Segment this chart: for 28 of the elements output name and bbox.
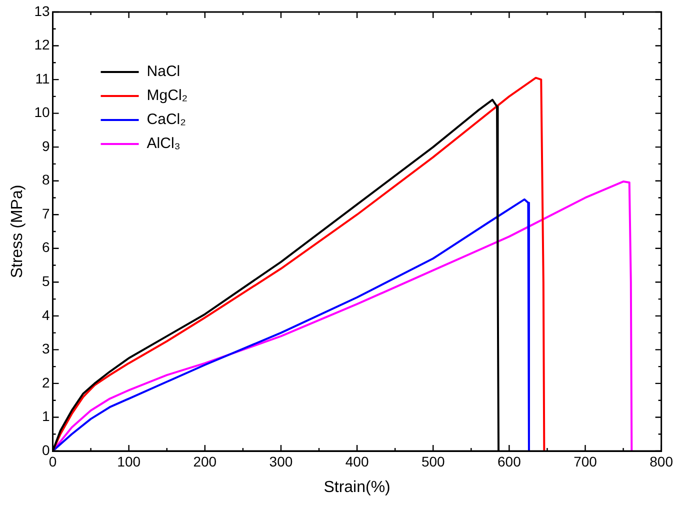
y-tick-label: 13 (34, 2, 50, 19)
legend-label: CaCl₂ (146, 111, 186, 128)
x-tick-label: 500 (421, 453, 446, 470)
x-axis-title: Strain(%) (324, 478, 390, 496)
legend-label: NaCl (146, 63, 180, 80)
x-tick-label: 100 (117, 453, 141, 470)
x-tick-label: 200 (193, 453, 217, 470)
legend-label: MgCl₂ (146, 87, 188, 104)
y-tick-label: 4 (42, 306, 50, 323)
y-tick-label: 1 (42, 408, 50, 424)
y-tick-label: 2 (42, 374, 50, 390)
y-tick-label: 9 (42, 138, 50, 154)
x-tick-label: 800 (650, 453, 674, 470)
y-tick-label: 5 (42, 273, 50, 290)
y-tick-label: 3 (42, 340, 50, 357)
y-tick-label: 11 (35, 70, 50, 86)
x-tick-label: 400 (345, 453, 369, 470)
y-axis-title: Stress (MPa) (9, 184, 26, 278)
y-tick-label: 0 (42, 442, 50, 458)
y-tick-label: 6 (42, 239, 50, 256)
y-tick-label: 10 (34, 104, 50, 120)
y-tick-label: 7 (42, 205, 50, 222)
y-tick-label: 8 (42, 172, 50, 188)
x-tick-label: 300 (269, 453, 293, 470)
x-tick-label: 700 (574, 453, 598, 470)
x-tick-label: 600 (498, 453, 522, 470)
legend-label: AlCl₃ (146, 135, 180, 152)
y-tick-label: 12 (34, 36, 50, 53)
